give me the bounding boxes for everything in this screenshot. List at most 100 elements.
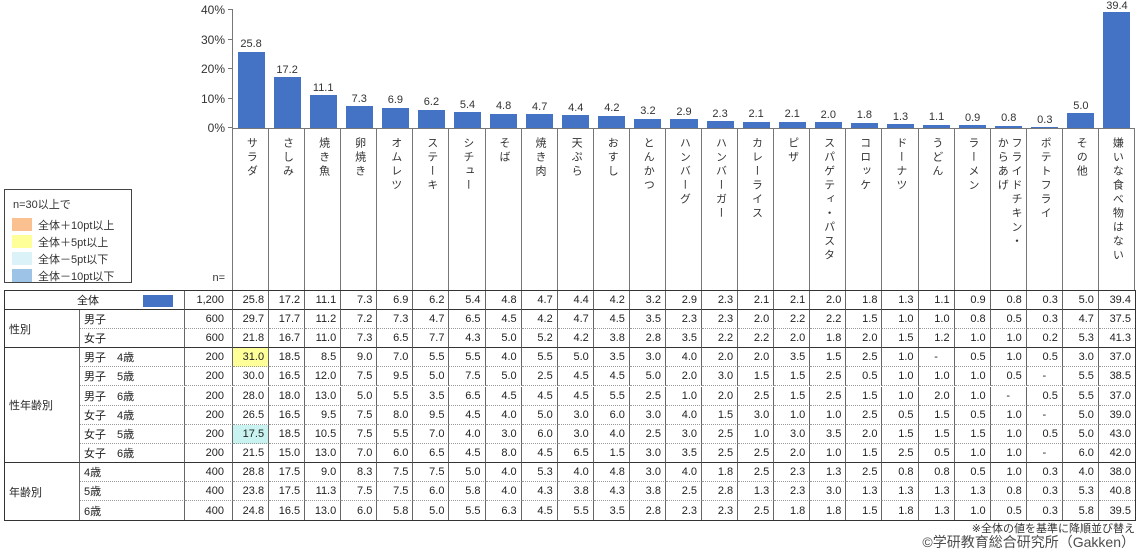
legend-item: 全体－5pt以下: [12, 250, 108, 267]
data-cell: 2.3: [702, 291, 739, 311]
data-cell: 1.0: [990, 424, 1027, 444]
data-cell: 37.5: [1098, 310, 1135, 330]
data-cell: 29.7: [233, 310, 270, 330]
data-cell: 7.5: [341, 424, 378, 444]
data-cell: 0.3: [1026, 310, 1063, 330]
data-cell: 1.0: [990, 443, 1027, 463]
data-cell: 2.3: [702, 310, 739, 330]
data-cell: 4.0: [485, 405, 522, 425]
row-label-cell: 男子 6歳: [80, 386, 185, 406]
category-label: サラダ: [245, 137, 258, 179]
data-cell: 39.0: [1098, 406, 1135, 425]
bar-value-label: 2.0: [820, 108, 836, 121]
data-cell: 37.0: [1098, 348, 1135, 368]
data-cell: 5.5: [377, 386, 414, 406]
data-cell: 1.8: [810, 329, 847, 349]
data-cell: 7.0: [341, 443, 378, 463]
bar-value-label: 6.9: [387, 94, 403, 107]
category-cell: シチュー: [449, 128, 486, 290]
data-cell: 1.3: [919, 501, 955, 521]
data-cell: 3.0: [1062, 348, 1099, 368]
category-label: カレーライス: [750, 137, 763, 221]
data-cell: 4.0: [1062, 462, 1099, 482]
category-label: 焼き魚: [317, 137, 330, 179]
data-cell: 5.3: [1062, 329, 1099, 349]
data-cell: 2.0: [810, 291, 847, 311]
data-cell: 0.5: [954, 462, 991, 482]
category-label: 天ぷら: [570, 137, 583, 179]
row-label-cell: 女子: [80, 329, 185, 349]
data-cell: 3.0: [702, 367, 739, 387]
bar-value-label: 4.2: [604, 102, 620, 115]
bar-value-label: 2.1: [784, 108, 800, 121]
legend-item: 全体＋5pt以上: [12, 233, 108, 250]
data-cell: 0.5: [882, 405, 919, 425]
category-cell: ステーキ: [413, 128, 450, 290]
legend-item-label: 全体＋10pt以上: [38, 219, 115, 232]
category-cell: ハンバーグ: [665, 128, 703, 290]
data-cell: 17.5: [269, 482, 306, 502]
data-cell: 43.0: [1098, 425, 1135, 444]
data-cell: 8.5: [305, 348, 342, 368]
data-cell: 0.5: [1026, 348, 1063, 368]
data-cell: 2.0: [738, 348, 775, 368]
data-cell: 5.0: [449, 462, 486, 482]
data-cell: 3.0: [485, 424, 522, 444]
bar-value-label: 0.9: [964, 111, 981, 124]
data-cell: 3.0: [738, 405, 775, 425]
data-cell: 4.7: [557, 310, 594, 330]
category-label: おすし: [606, 137, 619, 179]
data-cell: 2.0: [738, 310, 775, 330]
data-cell: 2.3: [666, 501, 703, 521]
data-cell: 1.5: [846, 501, 883, 521]
data-cell: 5.0: [485, 329, 522, 349]
data-cell: 5.0: [413, 367, 450, 387]
bar-value-label: 5.0: [1073, 99, 1089, 112]
data-cell: 2.9: [665, 291, 703, 311]
category-cell: 天ぷら: [557, 128, 594, 290]
data-cell: 2.2: [810, 310, 847, 330]
bar: [1031, 127, 1059, 128]
bar-value-label: 17.2: [276, 63, 298, 76]
data-cell: 9.5: [377, 367, 414, 387]
data-cell: 2.3: [702, 501, 739, 521]
bar: [381, 107, 409, 128]
data-cell: 2.5: [810, 386, 847, 406]
legend-item-label: 全体－5pt以下: [38, 253, 109, 266]
data-cell: 1.0: [954, 367, 991, 387]
category-cell: サラダ: [233, 128, 270, 290]
data-cell: 15.0: [269, 443, 306, 463]
category-cell: ドーナツ: [882, 128, 919, 290]
bar-value-label: 4.4: [568, 101, 584, 114]
data-cell: 2.3: [774, 462, 811, 482]
data-cell: 2.5: [521, 367, 558, 387]
category-cell: うどん: [918, 128, 955, 290]
data-cell: 3.5: [593, 348, 630, 368]
y-tick-mark: [228, 39, 233, 40]
data-cell: 13.0: [305, 386, 342, 406]
data-cell: 6.3: [486, 501, 522, 521]
data-cell: 16.5: [269, 501, 306, 521]
data-cell: 0.5: [1026, 386, 1063, 406]
data-cell: 1.3: [738, 482, 775, 502]
bar-value-label: 2.1: [748, 108, 764, 121]
n-cell: 200: [185, 348, 233, 368]
data-cell: 6.0: [1062, 443, 1099, 463]
data-cell: 1.8: [846, 291, 883, 311]
data-cell: 2.0: [774, 329, 811, 349]
data-cell: 1.3: [810, 462, 847, 482]
data-cell: 1.0: [954, 443, 991, 463]
category-label: とんかつ: [642, 137, 655, 193]
data-cell: 5.5: [413, 348, 450, 368]
data-cell: 1.8: [774, 501, 811, 521]
data-cell: 41.3: [1098, 329, 1135, 349]
data-cell: 4.0: [485, 348, 522, 368]
data-cell: 21.5: [233, 443, 270, 463]
table-group-cell: 年齢別: [5, 462, 80, 521]
data-cell: 2.0: [918, 386, 955, 406]
data-cell: 2.2: [774, 310, 811, 330]
data-cell: 2.5: [629, 424, 666, 444]
data-cell: 1.0: [954, 386, 991, 406]
category-cell: 卵焼き: [341, 128, 378, 290]
data-cell: 1.0: [918, 367, 955, 387]
